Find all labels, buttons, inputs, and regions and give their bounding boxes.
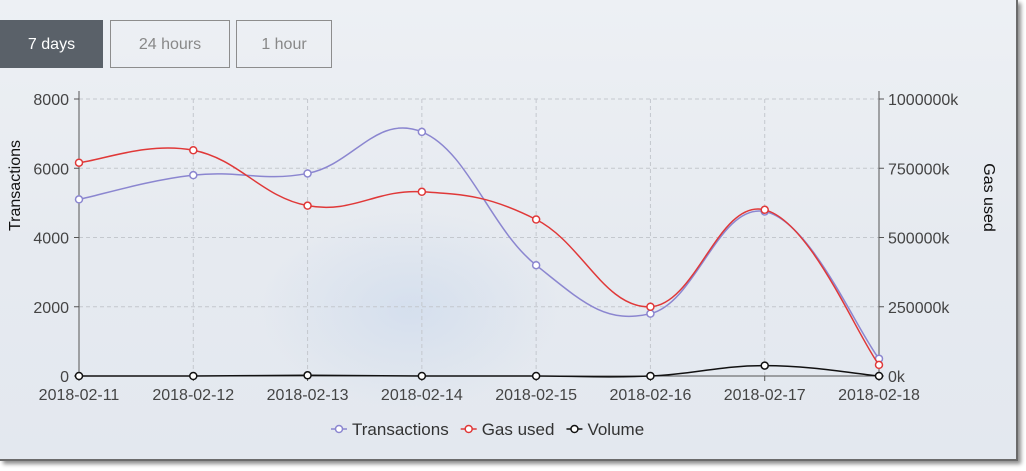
data-point-transactions xyxy=(531,260,541,270)
y-axis-title-left: Transactions xyxy=(7,140,24,231)
x-tick-label: 2018-02-18 xyxy=(838,387,920,404)
data-point-gas-used xyxy=(646,302,655,311)
legend-label: Volume xyxy=(587,420,644,439)
data-point-gas-used xyxy=(531,215,541,224)
legend-item-gas-used: Gas used xyxy=(460,420,555,439)
x-tick-label: 2018-02-12 xyxy=(152,387,234,404)
legend-swatch-marker xyxy=(464,424,473,434)
data-point-transactions xyxy=(303,169,312,178)
x-tick-label: 2018-02-17 xyxy=(724,387,806,404)
data-point-transactions xyxy=(74,195,84,204)
data-point-volume xyxy=(646,371,655,381)
data-point-transactions xyxy=(646,309,655,318)
data-point-volume xyxy=(531,371,541,381)
y-tick-label-left: 4000 xyxy=(33,231,69,248)
legend-label: Transactions xyxy=(352,420,449,439)
y-tick-label-left: 2000 xyxy=(33,300,69,317)
tab-7-days[interactable]: 7 days xyxy=(0,20,103,68)
x-tick-label: 2018-02-11 xyxy=(39,387,120,404)
data-point-transactions xyxy=(189,170,198,180)
legend-item-transactions: Transactions xyxy=(331,420,449,439)
data-point-volume xyxy=(874,371,884,381)
data-point-volume xyxy=(74,371,84,381)
data-point-gas-used xyxy=(303,201,312,210)
data-point-gas-used xyxy=(189,145,198,155)
legend-item-volume: Volume xyxy=(566,420,644,439)
data-point-volume xyxy=(760,361,769,370)
series-line-gas-used xyxy=(78,147,880,366)
y-tick-label-right: 250000k xyxy=(888,300,950,317)
data-point-gas-used xyxy=(417,187,427,197)
data-point-volume xyxy=(303,371,312,380)
y-tick-label-left: 0 xyxy=(60,369,69,386)
data-point-volume xyxy=(189,371,198,381)
data-point-transactions xyxy=(417,127,427,137)
data-point-gas-used xyxy=(874,360,884,370)
legend-label: Gas used xyxy=(482,420,555,439)
data-point-volume xyxy=(417,371,427,381)
y-tick-label-right: 500000k xyxy=(888,231,950,248)
legend-swatch-marker xyxy=(570,424,579,434)
series-line-transactions xyxy=(78,127,880,360)
y-tick-label-right: 0k xyxy=(888,369,906,386)
y-axis-title-right: Gas used xyxy=(980,163,997,231)
y-tick-label-right: 750000k xyxy=(888,161,950,178)
data-point-gas-used xyxy=(74,158,84,167)
series-line-volume xyxy=(78,364,880,378)
x-tick-label: 2018-02-13 xyxy=(267,387,349,404)
tab-1-hour[interactable]: 1 hour xyxy=(236,20,332,68)
tab-24-hours[interactable]: 24 hours xyxy=(110,20,230,68)
x-tick-label: 2018-02-16 xyxy=(610,387,692,404)
line-chart: 0 2000 4000 6000 8000 0k 250000k 500000k 750000k… xyxy=(7,91,997,439)
chart-panel: 7 days 24 hours 1 hour 0 2000 4000 6000 8000… xyxy=(0,0,1018,461)
y-tick-label-left: 8000 xyxy=(33,92,69,109)
y-tick-label-left: 6000 xyxy=(33,161,69,178)
legend-swatch-marker xyxy=(334,424,344,434)
x-tick-label: 2018-02-14 xyxy=(381,387,463,404)
data-point-gas-used xyxy=(760,205,769,215)
x-tick-label: 2018-02-15 xyxy=(495,387,577,404)
y-tick-label-right: 1000000k xyxy=(888,92,959,109)
